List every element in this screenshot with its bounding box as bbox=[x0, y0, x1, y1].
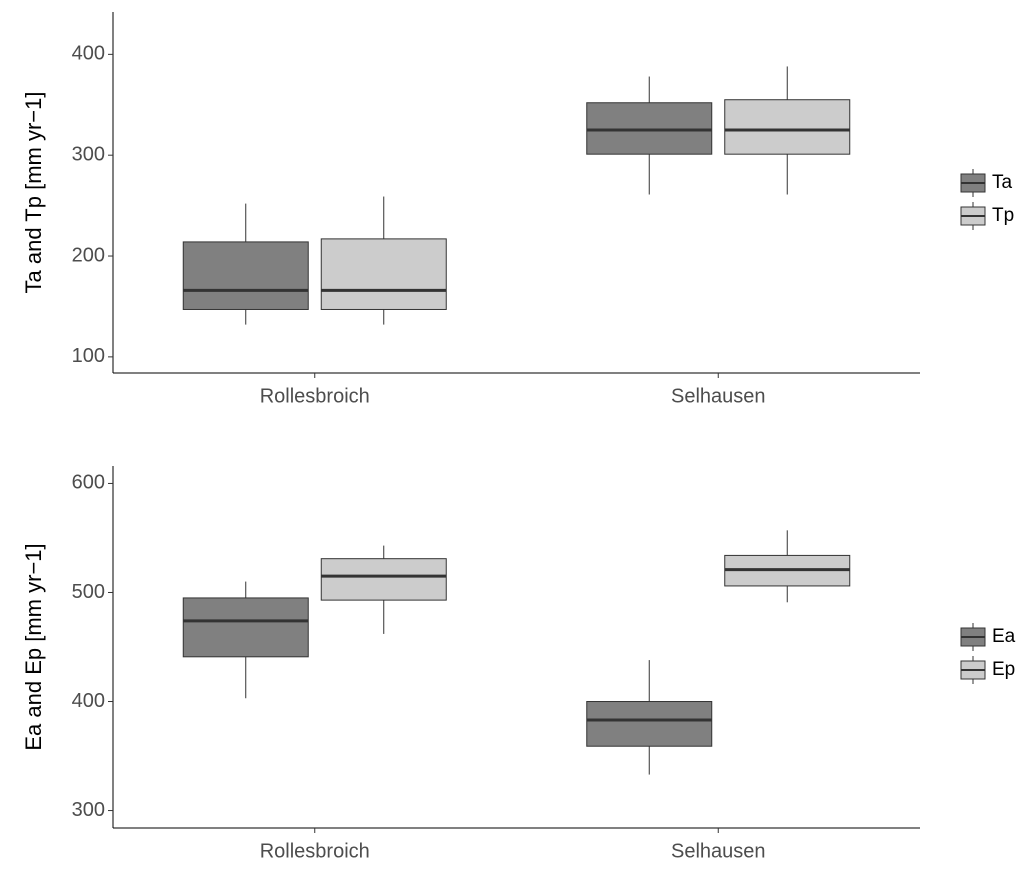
x-tick-label: Selhausen bbox=[671, 840, 766, 862]
legend-label: Ep bbox=[992, 659, 1015, 680]
legend-label: Tp bbox=[992, 205, 1014, 226]
y-axis-label: Ea and Ep [mm yr−1] bbox=[21, 543, 46, 750]
legend-label: Ta bbox=[992, 172, 1013, 193]
legend-label: Ea bbox=[992, 626, 1016, 647]
y-tick-label: 400 bbox=[72, 43, 105, 65]
x-tick-label: Selhausen bbox=[671, 385, 766, 407]
box bbox=[586, 701, 713, 747]
y-tick-label: 100 bbox=[72, 345, 105, 367]
box bbox=[320, 238, 447, 310]
y-tick-label: 300 bbox=[72, 799, 105, 821]
y-tick-label: 200 bbox=[72, 244, 105, 266]
y-tick-label: 600 bbox=[72, 472, 105, 494]
box bbox=[586, 102, 713, 155]
box bbox=[320, 558, 447, 601]
box bbox=[724, 99, 851, 155]
x-tick-label: Rollesbroich bbox=[260, 840, 370, 862]
y-tick-label: 400 bbox=[72, 690, 105, 712]
y-tick-label: 300 bbox=[72, 143, 105, 165]
x-tick-label: Rollesbroich bbox=[260, 385, 370, 407]
box bbox=[182, 241, 309, 310]
y-axis-label: Ta and Tp [mm yr−1] bbox=[21, 92, 46, 294]
y-tick-label: 500 bbox=[72, 581, 105, 603]
box bbox=[182, 597, 309, 658]
